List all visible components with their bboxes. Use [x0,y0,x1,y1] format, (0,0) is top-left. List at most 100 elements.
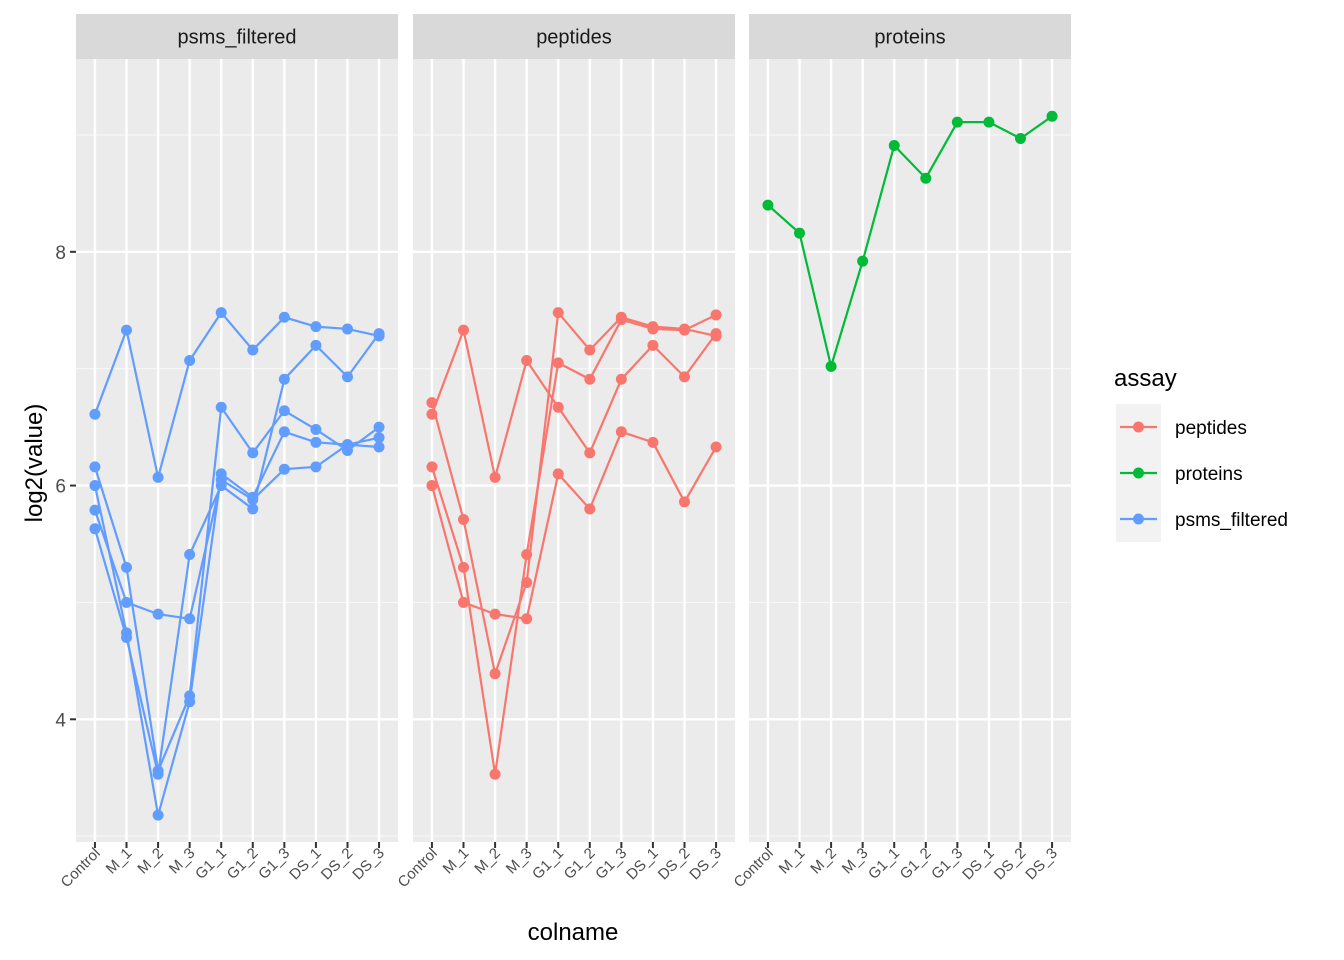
data-point [373,421,385,433]
data-point [152,471,164,483]
data-point [552,307,564,319]
x-tick-label: M_2 [807,845,840,878]
legend-label: psms_filtered [1175,510,1288,531]
series-line [93,443,380,621]
legend-key-point [1133,513,1144,525]
series-line [430,309,717,678]
data-point [615,426,627,438]
x-tick-label: DS_2 [655,845,694,884]
data-point [489,768,501,780]
series-4 [89,439,385,625]
data-point [89,504,101,516]
data-point [552,357,564,369]
data-point [310,339,322,351]
data-point [584,373,596,385]
legend-key-point [1133,467,1144,479]
data-point [647,339,659,351]
y-tick-label: 8 [55,243,66,264]
x-tick-label: DS_2 [991,845,1030,884]
facet-label: proteins [874,27,945,49]
x-tick-label: Control [731,845,777,891]
x-tick-label: DS_2 [318,845,357,884]
x-tick-label: G1_1 [865,845,903,883]
series-line [93,332,380,775]
x-tick-label: DS_1 [959,845,998,884]
data-point [983,116,995,128]
series-5 [89,328,385,780]
data-point [310,436,322,448]
data-point [152,768,164,780]
data-point [678,324,690,336]
x-tick-label: DS_3 [1022,845,1061,884]
data-point [152,809,164,821]
data-point [121,324,133,336]
data-point [184,613,196,625]
data-point [121,631,133,643]
data-point [521,613,533,625]
x-tick-label: DS_1 [286,845,325,884]
legend-key-point [1133,421,1144,433]
data-point [426,461,438,473]
data-point [458,596,470,608]
series-2 [426,324,722,483]
data-point [615,314,627,326]
data-point [678,496,690,508]
legend-title: assay [1114,365,1177,392]
data-point [247,344,259,356]
data-point [584,503,596,515]
data-point [1014,132,1026,144]
data-point [552,401,564,413]
data-point [184,355,196,367]
data-point [426,408,438,420]
data-point [489,608,501,620]
data-point [89,480,101,492]
data-point [678,371,690,383]
series-line [430,430,718,621]
x-tick-label: M_1 [103,845,136,878]
data-point [1046,110,1058,122]
data-point [489,668,501,680]
data-point [762,199,774,211]
y-axis-title: log2(value) [21,404,48,523]
series-line [93,404,380,775]
x-tick-label: G1_3 [255,845,293,883]
data-point [373,441,385,453]
facet-strip [413,14,735,59]
panel-proteins: proteins ControlM_1M_2M_3G1_1G1_2G1_3DS_1… [731,14,1071,891]
panels: psms_filtered ControlM_1M_2M_3G1_1G1_2G1_… [58,14,1071,891]
data-point [615,373,627,385]
data-point [341,439,353,451]
data-point [278,463,290,475]
series-line [767,115,1053,371]
data-point [152,608,164,620]
data-point [121,596,133,608]
data-point [215,307,227,319]
data-point [857,255,869,267]
data-point [89,408,101,420]
x-tick-label: M_2 [471,845,504,878]
x-tick-label: G1_1 [192,845,230,883]
data-point [584,344,596,356]
legend-item-psms-filtered: psms_filtered [1116,496,1288,542]
data-point [310,461,322,473]
data-point [373,432,385,444]
data-point [121,561,133,573]
data-point [215,401,227,413]
x-tick-label: M_2 [134,845,167,878]
legend-item-proteins: proteins [1116,450,1243,496]
data-point [184,549,196,561]
data-point [89,523,101,535]
data-point [341,371,353,383]
data-point [278,426,290,438]
data-point [341,323,353,335]
y-tick-label: 6 [55,477,66,498]
data-point [184,696,196,708]
data-point [215,480,227,492]
data-point [458,513,470,525]
data-point [552,468,564,480]
series-line [93,430,380,816]
data-point [920,172,932,184]
